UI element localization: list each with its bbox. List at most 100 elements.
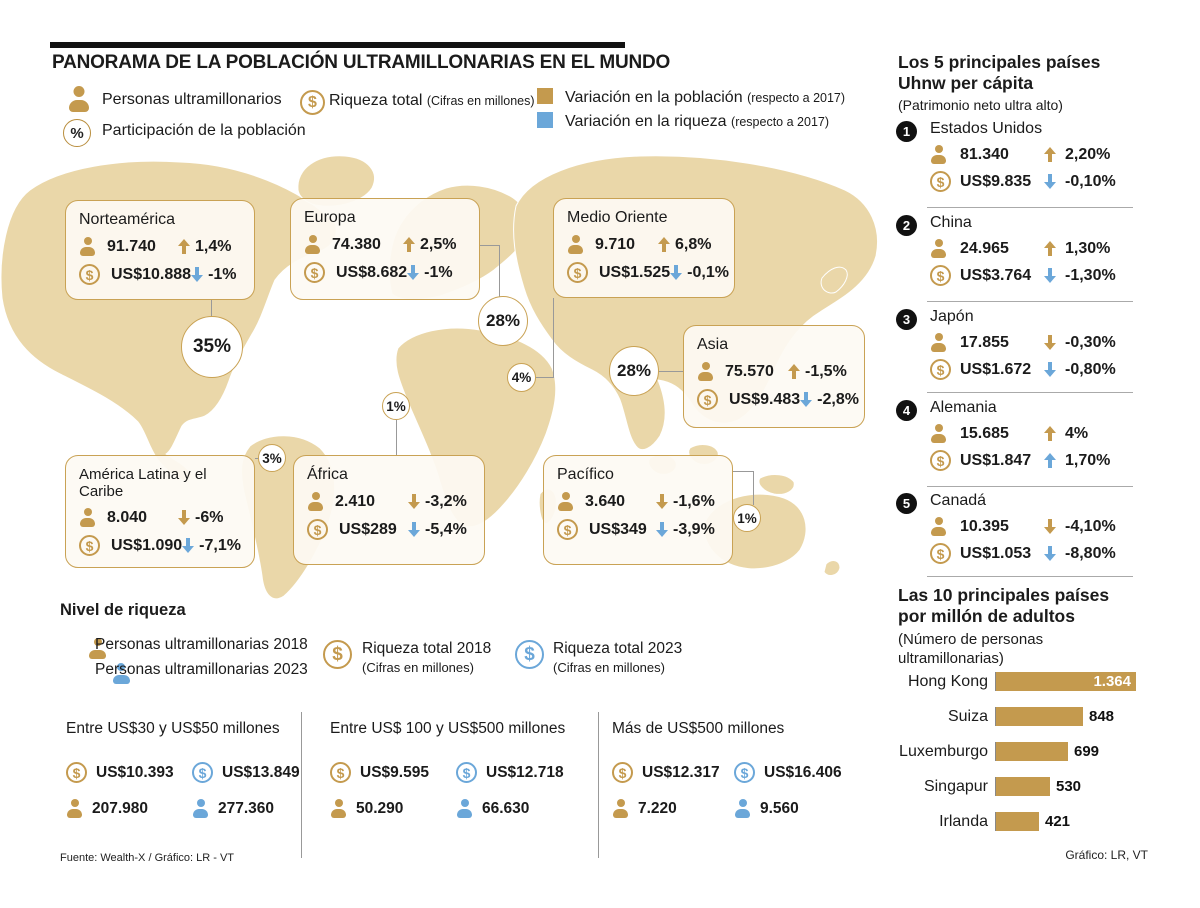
- region-card-norteamerica: Norteamérica 91.740 1,4% $ US$10.888 -1%: [65, 200, 255, 300]
- wealth-change: -0,10%: [1065, 172, 1116, 190]
- top5-item-japon: 3 Japón 17.855 -0,30% $ US$1.672 -0,80%: [896, 308, 1152, 380]
- wealth-trend-arrow-icon: [670, 265, 683, 280]
- share-bubble-africa: 1%: [382, 392, 410, 420]
- wealth-trend-arrow-icon: [1044, 546, 1056, 561]
- person-icon: [192, 799, 209, 818]
- share-bubble-medio-oriente: 4%: [507, 363, 536, 392]
- rank-badge: 5: [896, 493, 917, 514]
- tier-label: Más de US$500 millones: [612, 720, 785, 737]
- blue-swatch-icon: [537, 112, 553, 128]
- wealth-change: -8,80%: [1065, 544, 1116, 562]
- wealth-trend-arrow-icon: [407, 265, 420, 280]
- legend-wealth-2023: Riqueza total 2023: [553, 640, 683, 657]
- population-trend-arrow-icon: [788, 364, 800, 379]
- top5-subtitle: (Patrimonio neto ultra alto): [898, 97, 1063, 113]
- population-change: -6%: [195, 508, 224, 526]
- bar: 530: [996, 777, 1081, 796]
- wealth-change: -1,30%: [1065, 266, 1116, 284]
- population-change: 2,5%: [420, 235, 457, 253]
- tier-30-50: Entre US$30 y US$50 millones $ US$10.393 …: [66, 720, 306, 818]
- population-value: 9.710: [595, 235, 636, 253]
- bar: 421: [996, 812, 1070, 831]
- connector-line: [659, 371, 683, 372]
- dollar-icon: $: [930, 543, 951, 564]
- person-icon: [304, 235, 321, 254]
- wealth-trend-arrow-icon: [1044, 174, 1056, 189]
- persons-2018-value: 50.290: [356, 799, 404, 817]
- dollar-icon: $: [930, 359, 951, 380]
- population-trend-arrow-icon: [1044, 426, 1056, 441]
- wealth-2023-value: US$13.849: [222, 763, 300, 781]
- population-trend-arrow-icon: [178, 510, 190, 525]
- divider: [301, 712, 302, 858]
- dollar-icon: $: [66, 762, 87, 783]
- bar-value: 530: [1056, 778, 1082, 795]
- legend-wealth-note: (Cifras en millones): [426, 94, 535, 108]
- rank-badge: 2: [896, 215, 917, 236]
- dollar-icon: $: [192, 762, 213, 783]
- legend-persons-2018: Personas ultramillonarias 2018: [95, 636, 308, 653]
- share-bubble-europa: 28%: [478, 296, 528, 346]
- bar-category: Irlanda: [939, 812, 988, 830]
- bar-value: 848: [1089, 708, 1115, 725]
- bar-chart-subtitle: (Número de personas ultramillonarias): [898, 631, 1044, 667]
- bar-value: 699: [1074, 743, 1100, 760]
- wealth-value: US$1.090: [111, 536, 183, 554]
- region-card-pacifico: Pacífico 3.640 -1,6% $ US$349 -3,9%: [543, 455, 733, 565]
- wealth-levels-title: Nivel de riqueza: [60, 601, 186, 619]
- person-icon: [930, 239, 947, 258]
- region-name: Europa: [304, 209, 356, 226]
- dollar-icon: $: [300, 90, 325, 115]
- top5-title: Los 5 principales países Uhnw per cápita: [898, 52, 1101, 93]
- person-icon: [697, 362, 714, 381]
- country-name: Canadá: [930, 492, 987, 509]
- legend-persons-label: Personas ultramillonarios: [102, 91, 282, 108]
- wealth-trend-arrow-icon: [800, 392, 813, 407]
- percent-icon: %: [63, 119, 91, 147]
- wealth-trend-arrow-icon: [1044, 268, 1056, 283]
- person-icon: [112, 663, 131, 684]
- person-icon: [68, 86, 90, 112]
- connector-line: [480, 245, 500, 246]
- region-card-asia: Asia 75.570 -1,5% $ US$9.483 -2,8%: [683, 325, 865, 428]
- region-name: Norteamérica: [79, 211, 176, 228]
- country-name: Alemania: [930, 399, 997, 416]
- population-trend-arrow-icon: [656, 494, 668, 509]
- region-name: Asia: [697, 336, 729, 353]
- population-change: 6,8%: [675, 235, 712, 253]
- wealth-2018-value: US$10.393: [96, 763, 174, 781]
- person-icon: [307, 492, 324, 511]
- legend-wealth-label: Riqueza total (Cifras en millones): [329, 92, 535, 110]
- wealth-trend-arrow-icon: [182, 538, 195, 553]
- wealth-2023-value: US$16.406: [764, 763, 842, 781]
- person-icon: [930, 517, 947, 536]
- wealth-2018-value: US$9.595: [360, 763, 429, 781]
- wealth-value: US$1.053: [960, 544, 1032, 562]
- dollar-icon: $: [734, 762, 755, 783]
- wealth-value: US$9.483: [729, 390, 801, 408]
- population-value: 75.570: [725, 362, 774, 380]
- page-title: PANORAMA DE LA POBLACIÓN ULTRAMILLONARIA…: [52, 52, 671, 73]
- population-trend-arrow-icon: [1044, 335, 1056, 350]
- population-value: 3.640: [585, 492, 626, 510]
- person-icon: [456, 799, 473, 818]
- wealth-value: US$1.672: [960, 360, 1032, 378]
- population-value: 8.040: [107, 508, 148, 526]
- dollar-icon: $: [307, 519, 328, 540]
- region-name: Pacífico: [557, 466, 614, 483]
- bar: 848: [996, 707, 1114, 726]
- legend-var-wealth: Variación en la riqueza (respecto a 2017…: [565, 113, 829, 131]
- person-icon: [557, 492, 574, 511]
- wealth-change: -1%: [208, 265, 237, 283]
- connector-line: [211, 300, 212, 317]
- population-trend-arrow-icon: [1044, 519, 1056, 534]
- tier-100-500: Entre US$ 100 y US$500 millones $ US$9.59…: [330, 720, 580, 818]
- credit-note: Gráfico: LR, VT: [1065, 848, 1148, 862]
- legend-wealth-2018-note: (Cifras en millones): [362, 660, 474, 675]
- country-name: China: [930, 214, 972, 231]
- population-value: 2.410: [335, 492, 376, 510]
- person-icon: [88, 638, 107, 659]
- dollar-icon: $: [930, 265, 951, 286]
- wealth-change: -0,1%: [687, 263, 729, 281]
